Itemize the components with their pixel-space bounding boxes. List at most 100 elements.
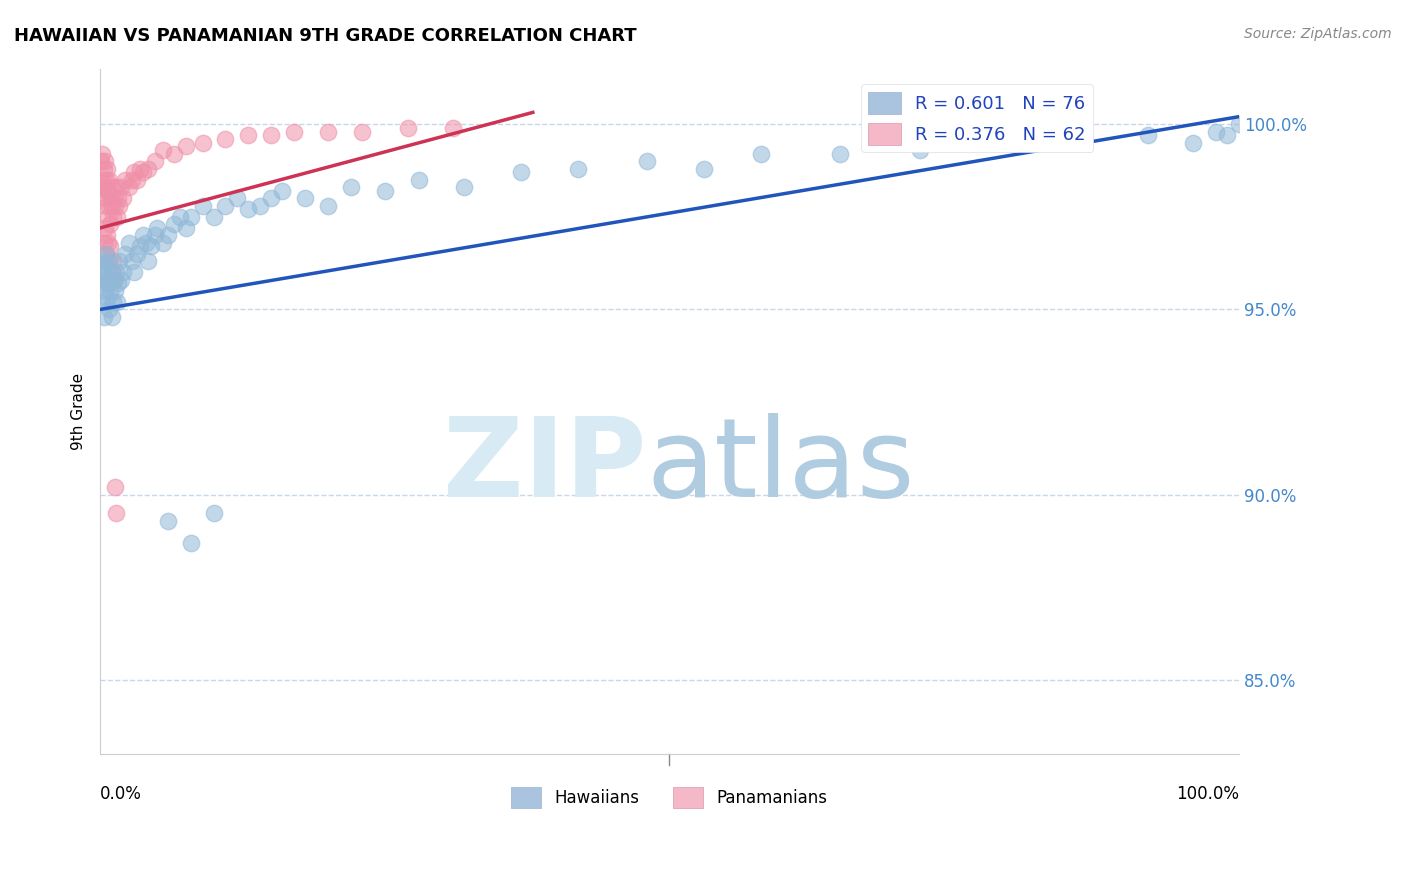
Point [96, 184, 118, 198]
Point [1182, 136, 1205, 150]
Point [136, 254, 159, 268]
Text: 100.0%: 100.0% [1175, 785, 1239, 803]
Point [174, 139, 197, 153]
Point [180, 536, 202, 550]
Point [260, 128, 283, 143]
Point [214, 199, 236, 213]
Point [103, 273, 125, 287]
Point [93, 235, 115, 250]
Point [97, 254, 120, 268]
Point [104, 480, 127, 494]
Point [117, 180, 139, 194]
Point [91, 146, 114, 161]
Point [1136, 128, 1159, 143]
Point [100, 239, 122, 253]
Point [105, 265, 128, 279]
Point [94, 247, 117, 261]
Point [294, 191, 316, 205]
Point [98, 172, 121, 186]
Point [107, 191, 129, 205]
Point [100, 310, 122, 324]
Point [96, 265, 118, 279]
Point [202, 506, 225, 520]
Point [117, 235, 139, 250]
Point [132, 165, 155, 179]
Y-axis label: 9th Grade: 9th Grade [72, 373, 86, 450]
Point [104, 199, 127, 213]
Point [1227, 117, 1250, 131]
Point [96, 161, 118, 176]
Point [101, 210, 124, 224]
Point [271, 184, 294, 198]
Point [125, 172, 148, 186]
Point [101, 254, 124, 268]
Text: ZIP: ZIP [443, 413, 647, 520]
Point [152, 235, 174, 250]
Point [121, 172, 143, 186]
Point [97, 277, 120, 291]
Point [105, 180, 128, 194]
Point [100, 217, 122, 231]
Point [163, 217, 186, 231]
Point [124, 265, 146, 279]
Point [180, 210, 202, 224]
Point [157, 514, 180, 528]
Point [104, 284, 127, 298]
Point [110, 180, 132, 194]
Point [146, 220, 169, 235]
Point [143, 228, 166, 243]
Point [97, 210, 120, 224]
Point [108, 254, 131, 268]
Text: Source: ZipAtlas.com: Source: ZipAtlas.com [1244, 27, 1392, 41]
Point [152, 143, 174, 157]
Point [105, 210, 128, 224]
Point [225, 191, 247, 205]
Point [202, 210, 225, 224]
Point [105, 295, 128, 310]
Point [91, 254, 114, 268]
Point [90, 295, 112, 310]
Point [124, 165, 146, 179]
Point [98, 273, 121, 287]
Point [636, 154, 658, 169]
Point [121, 254, 143, 268]
Point [141, 239, 163, 253]
Point [132, 228, 155, 243]
Point [350, 124, 373, 138]
Point [749, 146, 772, 161]
Point [94, 172, 117, 186]
Point [830, 146, 852, 161]
Point [169, 210, 191, 224]
Point [191, 136, 214, 150]
Point [260, 191, 283, 205]
Point [143, 154, 166, 169]
Point [408, 172, 430, 186]
Point [93, 180, 115, 194]
Point [374, 184, 396, 198]
Point [103, 273, 125, 287]
Point [97, 235, 120, 250]
Point [214, 132, 236, 146]
Text: HAWAIIAN VS PANAMANIAN 9TH GRADE CORRELATION CHART: HAWAIIAN VS PANAMANIAN 9TH GRADE CORRELA… [14, 27, 637, 45]
Point [1000, 136, 1022, 150]
Point [567, 161, 589, 176]
Point [93, 220, 115, 235]
Point [101, 295, 124, 310]
Point [98, 199, 121, 213]
Point [91, 172, 114, 186]
Point [316, 199, 339, 213]
Point [908, 143, 931, 157]
Point [96, 291, 118, 305]
Point [453, 180, 475, 194]
Point [100, 265, 122, 279]
Point [339, 180, 361, 194]
Text: 0.0%: 0.0% [100, 785, 142, 803]
Point [125, 247, 148, 261]
Point [114, 172, 136, 186]
Point [100, 199, 122, 213]
Legend: Hawaiians, Panamanians: Hawaiians, Panamanians [505, 780, 834, 814]
Point [98, 254, 121, 268]
Point [129, 161, 152, 176]
Point [108, 199, 131, 213]
Text: atlas: atlas [647, 413, 915, 520]
